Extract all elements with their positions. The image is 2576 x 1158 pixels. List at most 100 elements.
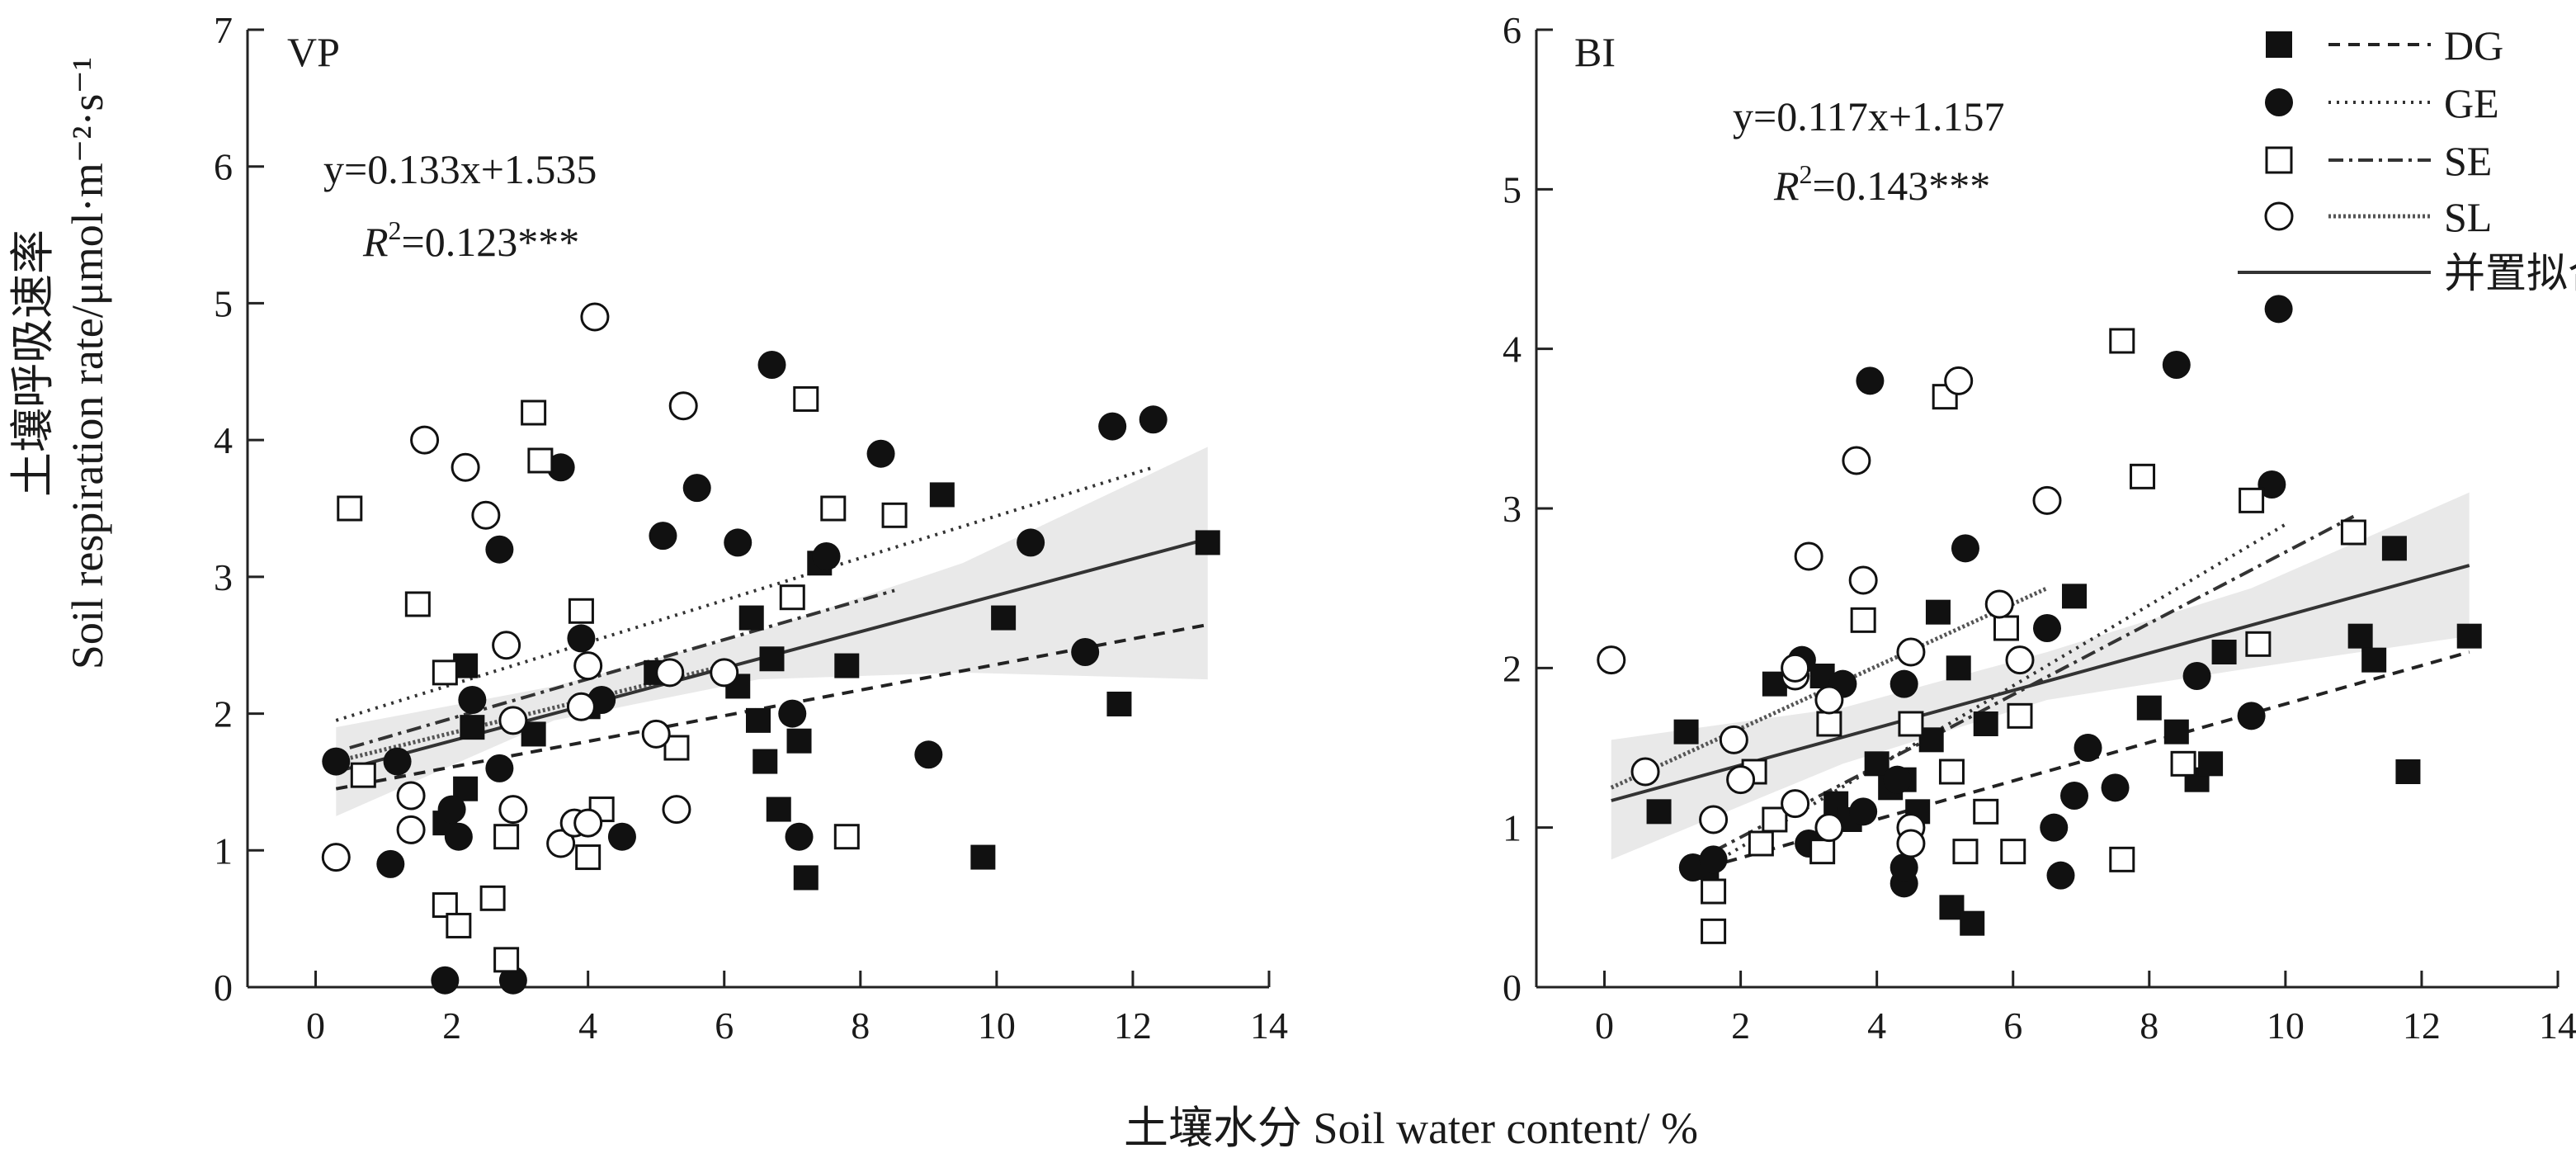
- vp-point-ge: [458, 686, 487, 714]
- vp-point-dg: [1195, 530, 1220, 555]
- vp-point-ge: [1139, 405, 1168, 434]
- bi-point-dg: [2198, 751, 2224, 777]
- vp-point-ge: [485, 535, 514, 564]
- vp-point-se: [793, 385, 819, 412]
- bi-r-squared-value: =0.143***: [1813, 163, 1991, 209]
- legend-marker-filled-square: [2266, 31, 2292, 58]
- bi-point-se: [1809, 839, 1836, 865]
- vp-x-tick-label: 12: [1114, 1004, 1152, 1047]
- legend-item-dg: DG: [2266, 22, 2503, 69]
- vp-point-sl: [410, 425, 440, 455]
- bi-point-dg: [1960, 910, 1985, 936]
- bi-panel-label: BI: [1574, 29, 1616, 75]
- vp-point-se: [881, 502, 908, 528]
- bi-point-dg: [2361, 647, 2387, 673]
- bi-point-dg: [1864, 751, 1890, 777]
- vp-x-tick-label: 8: [851, 1004, 870, 1047]
- bi-point-sl: [1984, 589, 2014, 619]
- bi-point-sl: [1781, 653, 1810, 683]
- vp-y-tick-label: 2: [214, 693, 233, 735]
- vp-point-dg: [738, 605, 764, 631]
- vp-point-ge: [1098, 412, 1127, 441]
- vp-regression-equation: y=0.133x+1.535: [323, 146, 597, 192]
- vp-point-ge: [649, 522, 677, 551]
- bi-point-sl: [1726, 765, 1756, 795]
- vp-point-ge: [498, 966, 527, 995]
- bi-point-sl: [1719, 725, 1748, 754]
- bi-r-squared: R2=0.143***: [1773, 159, 1990, 209]
- vp-point-dg: [793, 865, 819, 891]
- bi-point-dg: [1973, 711, 1998, 736]
- x-axis-title: 土壤水分 Soil water content/ %: [1124, 1104, 1698, 1153]
- vp-point-dg: [1106, 691, 1132, 716]
- vp-point-sl: [471, 500, 501, 530]
- bi-point-ge: [2264, 295, 2293, 324]
- bi-point-ge: [1699, 845, 1728, 874]
- bi-r-squared-symbol: R: [1773, 163, 1800, 209]
- vp-point-ge: [607, 822, 636, 851]
- bi-point-ge: [2101, 773, 2130, 802]
- bi-point-dg: [1646, 799, 1672, 825]
- legend-label-sl: SL: [2444, 194, 2492, 240]
- vp-point-se: [493, 947, 520, 973]
- bi-y-tick-label: 0: [1503, 967, 1522, 1009]
- bi-point-sl: [1896, 637, 1926, 667]
- vp-point-sl: [498, 706, 528, 735]
- bi-point-sl: [1842, 446, 1871, 475]
- bi-x-tick-label: 0: [1595, 1004, 1614, 1047]
- bi-point-dg: [2395, 759, 2421, 784]
- vp-point-ge: [444, 822, 473, 851]
- bi-x-tick-label: 8: [2140, 1004, 2158, 1047]
- vp-point-se: [521, 399, 547, 426]
- bi-x-tick-label: 10: [2267, 1004, 2305, 1047]
- vp-x-tick-label: 10: [978, 1004, 1016, 1047]
- vp-point-ge: [431, 966, 460, 995]
- bi-point-ge: [2033, 614, 2061, 642]
- vp-point-ge: [812, 542, 841, 570]
- vp-point-ge: [383, 747, 412, 776]
- bi-point-sl: [1814, 813, 1844, 843]
- bi-point-ge: [2040, 813, 2069, 842]
- vp-point-se: [479, 885, 506, 911]
- vp-point-ge: [1071, 638, 1100, 666]
- vp-point-ge: [1017, 528, 1045, 557]
- vp-point-sl: [396, 781, 426, 811]
- bi-point-ge: [1951, 534, 1979, 563]
- bi-point-dg: [2381, 536, 2407, 561]
- bi-point-se: [1701, 918, 1727, 944]
- vp-point-ge: [778, 699, 807, 728]
- vp-point-se: [432, 659, 458, 686]
- y-axis-title-line1: 土壤呼吸速率: [8, 229, 58, 497]
- bi-y-tick-label: 6: [1503, 9, 1522, 51]
- vp-y-tick-label: 4: [214, 419, 233, 461]
- vp-point-sl: [641, 719, 671, 749]
- bi-point-dg: [2136, 695, 2162, 721]
- vp-point-ge: [567, 624, 596, 653]
- vp-point-se: [568, 598, 594, 624]
- vp-point-dg: [759, 646, 785, 672]
- vp-point-sl: [546, 829, 576, 858]
- bi-point-ge: [2258, 470, 2286, 499]
- bi-point-sl: [1597, 645, 1626, 675]
- vp-point-sl: [396, 815, 426, 844]
- vp-x-tick-label: 14: [1250, 1004, 1288, 1047]
- bi-point-ge: [2182, 662, 2211, 690]
- legend-item-pooled: 并置拟合: [2238, 250, 2576, 296]
- bi-point-se: [1816, 711, 1842, 737]
- bi-x-tick-label: 6: [2003, 1004, 2022, 1047]
- vp-x-tick-label: 2: [442, 1004, 461, 1047]
- legend-label-dg: DG: [2444, 22, 2503, 69]
- bi-x-tick-label: 12: [2403, 1004, 2441, 1047]
- vp-point-dg: [929, 482, 955, 508]
- bi-point-dg: [2211, 640, 2237, 664]
- vp-point-se: [446, 912, 472, 938]
- legend-marker-open-circle: [2264, 201, 2294, 231]
- vp-x-tick-label: 0: [306, 1004, 325, 1047]
- vp-r-squared: R2=0.123***: [362, 215, 579, 265]
- vp-point-sl: [573, 651, 603, 681]
- bi-point-se: [1898, 711, 1924, 737]
- bi-point-ge: [2074, 734, 2102, 762]
- vp-point-se: [432, 892, 458, 919]
- bi-x-tick-label: 2: [1731, 1004, 1750, 1047]
